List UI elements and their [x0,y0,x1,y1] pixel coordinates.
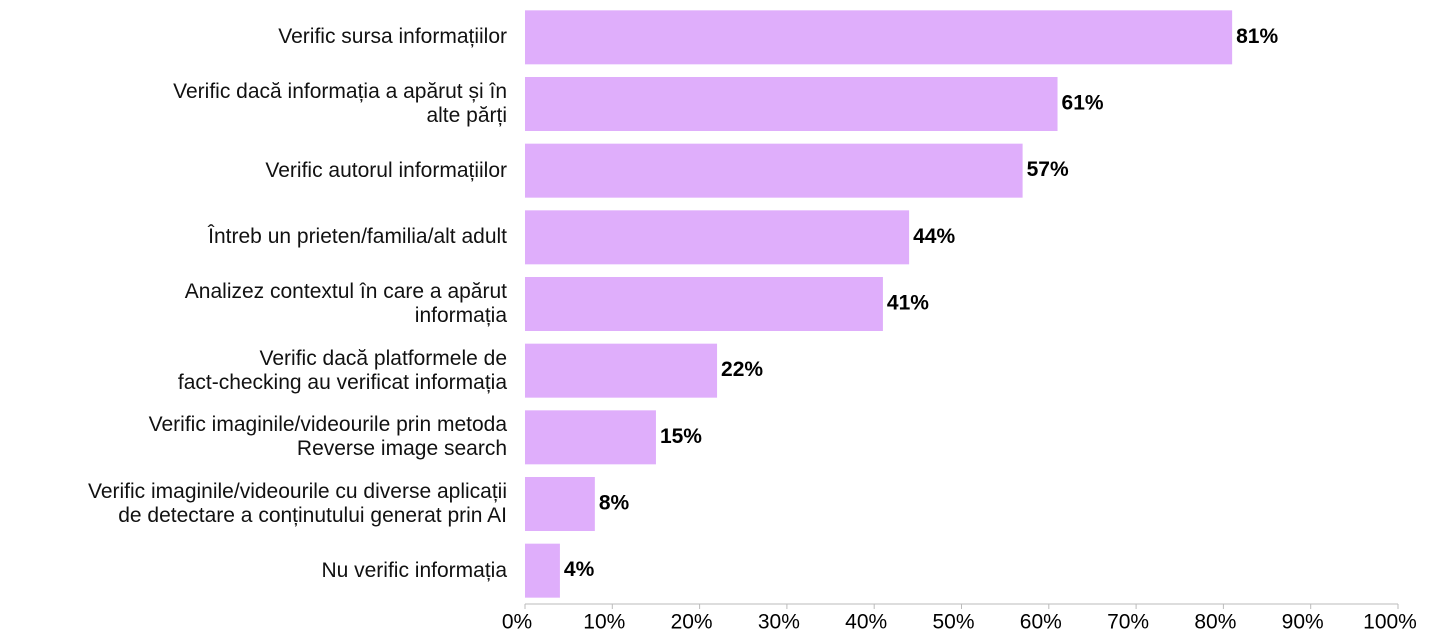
x-tick-label: 70% [1107,611,1149,634]
category-label: Verific sursa informațiilor [278,25,507,49]
value-label: 61% [1062,92,1104,115]
x-tick-label: 90% [1282,611,1324,634]
category-label: Întreb un prieten/familia/alt adult [208,225,507,249]
x-tick-label: 40% [845,611,887,634]
category-label: Verific dacă platformele de fact-checkin… [177,346,507,394]
x-tick-label: 60% [1020,611,1062,634]
category-label: Analizez contextul în care a apărut info… [184,280,507,327]
bar [525,343,718,398]
value-label: 57% [1027,158,1069,181]
bar [525,543,560,598]
value-label: 41% [887,292,929,315]
value-label: 4% [564,558,595,581]
category-label: Verific dacă informația a apărut și în a… [173,80,507,127]
category-label: Nu verific informația [321,558,507,582]
x-tick-label: 30% [758,611,800,634]
bar [525,277,883,331]
value-label: 81% [1236,25,1278,48]
category-label: Verific imaginile/videourile cu diverse … [87,480,507,527]
value-label: 8% [599,492,630,515]
category-label: Verific imaginile/videourile prin metoda… [148,413,507,461]
x-tick-label: 10% [583,611,625,634]
value-label: 15% [660,425,702,448]
x-tick-label: 80% [1194,611,1236,634]
x-tick-label: 50% [932,611,974,634]
value-label: 44% [913,225,955,248]
value-label: 22% [721,358,763,381]
bar [525,477,595,531]
x-tick-label: 20% [671,611,713,634]
bar [525,143,1023,198]
bar [525,10,1233,65]
bar [525,410,656,465]
category-label: Verific autorul informațiilor [265,158,507,182]
x-tick-label: 100% [1363,611,1417,634]
bar [525,77,1058,131]
x-tick-label: 0% [502,611,532,634]
bar [525,210,910,265]
